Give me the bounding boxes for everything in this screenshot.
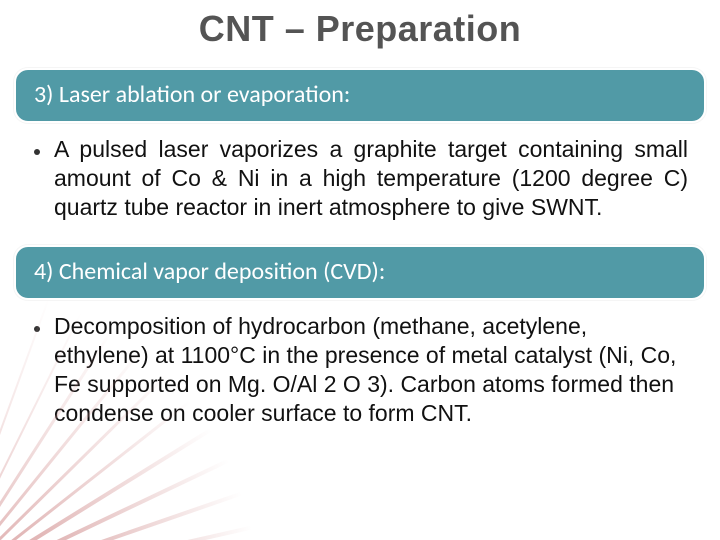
bullet-icon <box>34 326 40 332</box>
slide-title: CNT – Preparation <box>0 0 720 62</box>
section-header-text: 4) Chemical vapor deposition (CVD): <box>34 257 385 286</box>
section-body-laser: A pulsed laser vaporizes a graphite targ… <box>14 127 706 237</box>
section-header-text: 3) Laser ablation or evaporation: <box>34 80 350 109</box>
section-body-text: Decomposition of hydrocarbon (methane, a… <box>54 312 688 427</box>
bullet-icon <box>34 149 40 155</box>
bullet-row: A pulsed laser vaporizes a graphite targ… <box>32 135 688 221</box>
section-header-cvd: 4) Chemical vapor deposition (CVD): <box>14 245 706 300</box>
slide: CNT – Preparation 3) Laser ablation or e… <box>0 0 720 540</box>
bullet-row: Decomposition of hydrocarbon (methane, a… <box>32 312 688 427</box>
section-body-text: A pulsed laser vaporizes a graphite targ… <box>54 135 688 221</box>
section-body-cvd: Decomposition of hydrocarbon (methane, a… <box>14 304 706 443</box>
section-header-laser: 3) Laser ablation or evaporation: <box>14 68 706 123</box>
